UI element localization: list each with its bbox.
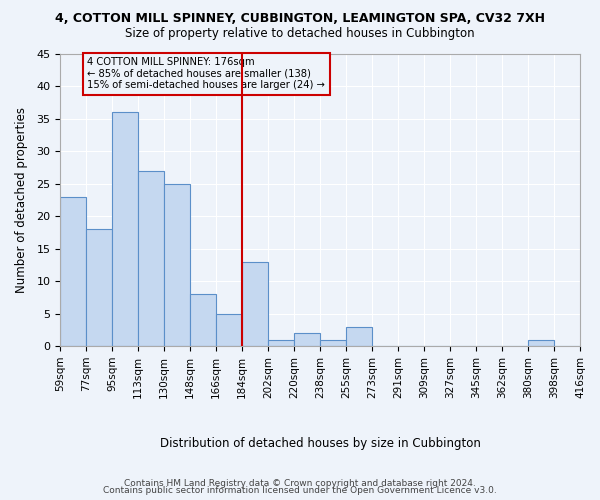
- Text: 4 COTTON MILL SPINNEY: 176sqm
← 85% of detached houses are smaller (138)
15% of : 4 COTTON MILL SPINNEY: 176sqm ← 85% of d…: [88, 57, 325, 90]
- Bar: [294, 334, 320, 346]
- Text: 4, COTTON MILL SPINNEY, CUBBINGTON, LEAMINGTON SPA, CV32 7XH: 4, COTTON MILL SPINNEY, CUBBINGTON, LEAM…: [55, 12, 545, 26]
- Text: Size of property relative to detached houses in Cubbington: Size of property relative to detached ho…: [125, 28, 475, 40]
- Text: Contains public sector information licensed under the Open Government Licence v3: Contains public sector information licen…: [103, 486, 497, 495]
- X-axis label: Distribution of detached houses by size in Cubbington: Distribution of detached houses by size …: [160, 437, 481, 450]
- Bar: [86, 230, 112, 346]
- Bar: [242, 262, 268, 346]
- Bar: [528, 340, 554, 346]
- Bar: [268, 340, 294, 346]
- Text: Contains HM Land Registry data © Crown copyright and database right 2024.: Contains HM Land Registry data © Crown c…: [124, 478, 476, 488]
- Bar: [346, 327, 372, 346]
- Bar: [164, 184, 190, 346]
- Bar: [60, 197, 86, 346]
- Bar: [320, 340, 346, 346]
- Y-axis label: Number of detached properties: Number of detached properties: [15, 107, 28, 293]
- Bar: [216, 314, 242, 346]
- Bar: [190, 294, 216, 346]
- Bar: [138, 171, 164, 346]
- Bar: [112, 112, 138, 346]
